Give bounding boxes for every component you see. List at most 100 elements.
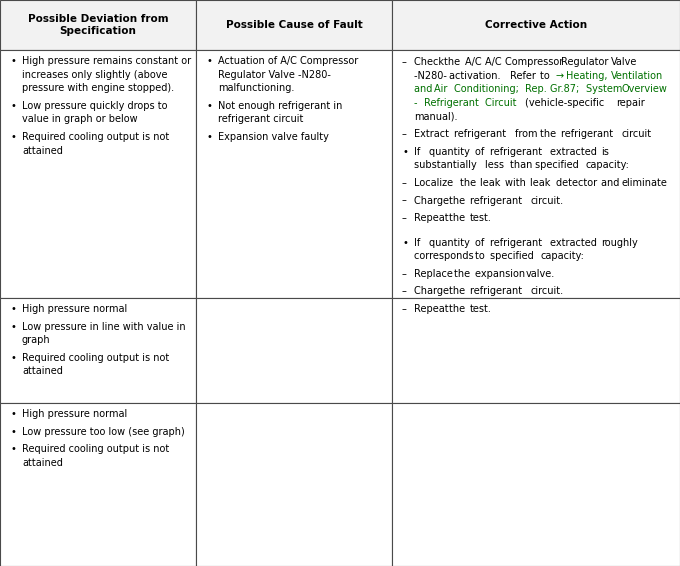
Text: Localize: Localize (414, 178, 456, 188)
Text: A/C: A/C (485, 57, 505, 67)
Text: –: – (402, 269, 407, 278)
Text: Repeat: Repeat (414, 304, 452, 314)
Text: less: less (485, 160, 507, 170)
Bar (196, 403, 392, 566)
Text: High pressure normal: High pressure normal (22, 304, 127, 314)
Text: Charge: Charge (414, 286, 452, 297)
Text: A/C: A/C (464, 57, 484, 67)
Text: –: – (402, 57, 407, 67)
Text: the: the (541, 129, 560, 139)
Text: extracted: extracted (551, 238, 600, 247)
Text: malfunctioning.: malfunctioning. (218, 83, 294, 93)
Text: Required cooling output is not: Required cooling output is not (22, 132, 169, 142)
Text: from: from (515, 129, 541, 139)
Text: Corrective Action: Corrective Action (485, 20, 587, 30)
Text: Possible Cause of Fault: Possible Cause of Fault (226, 20, 362, 30)
Text: with: with (505, 178, 529, 188)
Text: attained: attained (22, 366, 63, 376)
Text: roughly: roughly (601, 238, 638, 247)
Text: •: • (11, 132, 17, 142)
Text: the: the (449, 195, 469, 205)
Bar (196, 0, 392, 50)
Text: •: • (11, 409, 17, 419)
Text: Gr.87;: Gr.87; (551, 84, 583, 94)
Text: Overview: Overview (622, 84, 667, 94)
Text: graph: graph (22, 335, 50, 345)
Text: If: If (414, 147, 424, 157)
Text: leak: leak (530, 178, 554, 188)
Text: Repeat: Repeat (414, 213, 452, 223)
Bar (392, 0, 680, 50)
Text: Actuation of A/C Compressor: Actuation of A/C Compressor (218, 56, 358, 66)
Text: quantity: quantity (429, 147, 473, 157)
Text: High pressure normal: High pressure normal (22, 409, 127, 419)
Text: the: the (460, 178, 479, 188)
Text: •: • (207, 56, 213, 66)
Text: is: is (601, 147, 609, 157)
Text: •: • (11, 427, 17, 436)
Text: –: – (402, 129, 407, 139)
Text: •: • (11, 56, 17, 66)
Text: Not enough refrigerant in: Not enough refrigerant in (218, 101, 342, 111)
Bar (392, 403, 680, 566)
Text: Required cooling output is not: Required cooling output is not (22, 353, 169, 363)
Text: →: → (556, 71, 567, 80)
Text: and: and (601, 178, 623, 188)
Text: Possible Deviation from
Specification: Possible Deviation from Specification (28, 14, 169, 36)
Text: specified: specified (535, 160, 582, 170)
Bar (0, 403, 196, 566)
Text: manual).: manual). (414, 112, 458, 122)
Text: the: the (454, 269, 474, 278)
Text: refrigerant: refrigerant (454, 129, 510, 139)
Text: •: • (11, 321, 17, 332)
Text: valve.: valve. (525, 269, 554, 278)
Text: Ventilation: Ventilation (611, 71, 664, 80)
Text: and: and (414, 84, 435, 94)
Text: •: • (11, 304, 17, 314)
Bar (0, 0, 196, 50)
Text: -: - (414, 98, 421, 108)
Text: Extract: Extract (414, 129, 452, 139)
Text: the: the (444, 57, 464, 67)
Text: •: • (402, 238, 408, 247)
Text: to: to (541, 71, 554, 80)
Text: Check: Check (414, 57, 447, 67)
Text: Low pressure quickly drops to: Low pressure quickly drops to (22, 101, 167, 111)
Text: refrigerant: refrigerant (470, 286, 525, 297)
Text: If: If (414, 238, 424, 247)
Text: activation.: activation. (449, 71, 504, 80)
Text: the: the (449, 304, 469, 314)
Text: -N280-: -N280- (414, 71, 450, 80)
Text: refrigerant: refrigerant (490, 147, 545, 157)
Text: Required cooling output is not: Required cooling output is not (22, 444, 169, 454)
Text: Compressor: Compressor (505, 57, 566, 67)
Text: expansion: expansion (475, 269, 528, 278)
Text: Valve: Valve (611, 57, 638, 67)
Text: refrigerant: refrigerant (490, 238, 545, 247)
Text: capacity:: capacity: (541, 251, 584, 261)
Text: Charge: Charge (414, 195, 452, 205)
Text: circuit.: circuit. (530, 286, 564, 297)
Text: Rep.: Rep. (525, 84, 550, 94)
Text: circuit: circuit (622, 129, 651, 139)
Text: Expansion valve faulty: Expansion valve faulty (218, 132, 329, 142)
Text: Refrigerant: Refrigerant (424, 98, 482, 108)
Text: •: • (207, 132, 213, 142)
Text: test.: test. (470, 304, 492, 314)
Bar (0, 298, 196, 403)
Text: detector: detector (556, 178, 600, 188)
Text: refrigerant circuit: refrigerant circuit (218, 114, 303, 125)
Text: •: • (402, 147, 408, 157)
Text: corresponds: corresponds (414, 251, 477, 261)
Text: –: – (402, 195, 407, 205)
Bar (392, 50, 680, 298)
Text: Air: Air (435, 84, 451, 94)
Text: •: • (207, 101, 213, 111)
Text: circuit.: circuit. (530, 195, 564, 205)
Text: increases only slightly (above: increases only slightly (above (22, 70, 167, 80)
Text: substantially: substantially (414, 160, 480, 170)
Bar (196, 298, 392, 403)
Bar (0, 50, 196, 298)
Text: High pressure remains constant or: High pressure remains constant or (22, 56, 191, 66)
Text: leak: leak (479, 178, 503, 188)
